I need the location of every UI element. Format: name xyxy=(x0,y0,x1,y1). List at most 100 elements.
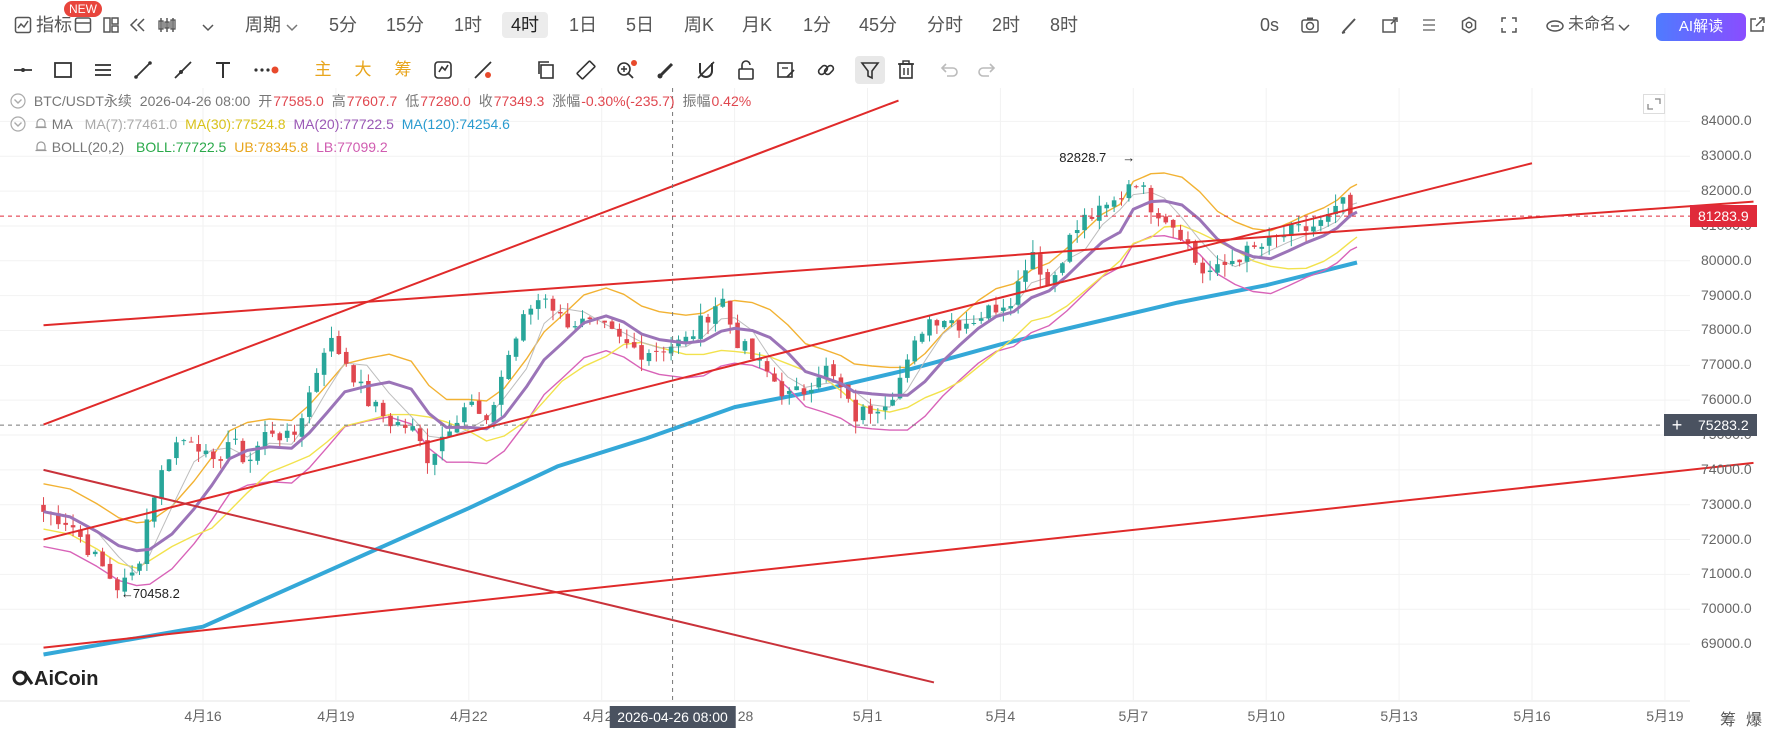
magnet-icon[interactable] xyxy=(695,59,717,81)
candle-body xyxy=(846,384,851,399)
bell-icon[interactable] xyxy=(34,138,48,152)
camera-icon[interactable] xyxy=(1300,16,1320,39)
indicator-icon[interactable] xyxy=(14,16,32,39)
candle-body xyxy=(565,313,571,328)
interval-week[interactable]: 周K xyxy=(684,15,715,35)
candle-body xyxy=(624,339,630,344)
layout-name-dropdown[interactable]: 未命名 xyxy=(1568,16,1617,33)
interval-1h[interactable]: 1时 xyxy=(454,15,483,35)
collapse-chevron-icon[interactable] xyxy=(10,93,26,109)
lock-icon[interactable] xyxy=(735,59,757,81)
interval-timeline[interactable]: 分时 xyxy=(927,15,963,35)
candle-body xyxy=(1178,229,1183,240)
price-tick-label: 78000.0 xyxy=(1701,321,1752,338)
zoom-icon[interactable] xyxy=(615,59,637,81)
candle-body xyxy=(476,400,482,414)
interval-5d[interactable]: 5日 xyxy=(626,15,655,35)
trend-lines[interactable] xyxy=(43,99,1754,684)
candle-body xyxy=(447,431,452,437)
high-value: 77607.7 xyxy=(346,93,398,109)
open-label: 开 xyxy=(258,93,273,109)
interval-5m[interactable]: 5分 xyxy=(329,15,358,35)
fullscreen-icon[interactable] xyxy=(1500,16,1518,39)
candle-body xyxy=(558,311,563,314)
logo-text: AiCoin xyxy=(34,668,99,690)
price-chart[interactable] xyxy=(0,88,1771,737)
pen-icon[interactable] xyxy=(1340,16,1360,39)
candle-body xyxy=(78,529,83,537)
interval-1d[interactable]: 1日 xyxy=(569,15,598,35)
main-indicator-toggle[interactable]: 主 xyxy=(314,60,332,79)
high-label: 高 xyxy=(331,93,346,109)
candle-body xyxy=(934,320,940,326)
chip-distribution-button[interactable]: 筹 xyxy=(1720,712,1737,729)
candle-body xyxy=(572,326,578,328)
interval-8h[interactable]: 8时 xyxy=(1050,15,1079,35)
measure-icon[interactable] xyxy=(472,59,494,81)
list-icon[interactable] xyxy=(1420,16,1438,39)
interval-15m[interactable]: 15分 xyxy=(386,15,425,35)
edit-box-icon[interactable] xyxy=(775,59,797,81)
ray-line-icon[interactable] xyxy=(172,59,194,81)
candle-body xyxy=(247,459,253,462)
interval-4h[interactable]: 4时 xyxy=(502,12,549,38)
ma7-value: MA(7):77461.0 xyxy=(84,116,178,132)
price-tick-label: 83000.0 xyxy=(1701,147,1752,164)
candle-body xyxy=(941,320,947,328)
ai-analysis-button[interactable]: AI解读 xyxy=(1656,13,1746,41)
text-tool-icon[interactable] xyxy=(212,59,234,81)
bell-icon[interactable] xyxy=(34,115,48,129)
horizontal-line-icon[interactable] xyxy=(12,59,34,81)
period-dropdown[interactable]: 周期 xyxy=(245,15,281,35)
copy-icon[interactable] xyxy=(535,59,557,81)
rectangle-icon[interactable] xyxy=(52,59,74,81)
date-tick-label: 5月4 xyxy=(985,708,1016,724)
date-tick-label: 4月16 xyxy=(184,708,222,724)
liquidation-button[interactable]: 爆 xyxy=(1746,712,1763,729)
filter-icon[interactable] xyxy=(855,56,885,84)
candle-body xyxy=(1325,213,1331,222)
big-order-toggle[interactable]: 大 xyxy=(354,60,372,79)
candle-body xyxy=(395,422,401,426)
interval-month[interactable]: 月K xyxy=(742,15,773,35)
interval-1m[interactable]: 1分 xyxy=(803,15,832,35)
interval-45m[interactable]: 45分 xyxy=(859,15,898,35)
layout-icon[interactable] xyxy=(102,16,120,39)
redo-icon[interactable] xyxy=(977,59,999,81)
rewind-icon[interactable] xyxy=(128,16,148,39)
refresh-icon[interactable] xyxy=(432,59,454,81)
chip-toggle[interactable]: 筹 xyxy=(394,60,412,79)
indicator-button[interactable]: 指标 xyxy=(36,15,72,35)
crosshair-add-button[interactable]: + xyxy=(1664,414,1690,437)
interval-2h[interactable]: 2时 xyxy=(992,15,1021,35)
template-icon[interactable] xyxy=(74,16,92,39)
candle-body xyxy=(151,497,157,522)
symbol-name: BTC/USDT永续 xyxy=(33,93,132,109)
trend-line-icon[interactable] xyxy=(132,59,154,81)
more-tools-icon[interactable] xyxy=(252,59,279,81)
candle-body xyxy=(617,328,622,337)
candle-body xyxy=(321,352,327,375)
export-icon[interactable] xyxy=(1748,16,1766,39)
collapse-chevron-icon[interactable] xyxy=(10,116,26,132)
link-icon[interactable] xyxy=(815,59,837,81)
chevron-down-icon xyxy=(1618,20,1630,38)
candle-body xyxy=(1170,219,1176,228)
share-icon[interactable] xyxy=(1381,16,1399,39)
candle-body xyxy=(225,442,231,459)
candle-body xyxy=(1215,264,1220,273)
boll-label: BOLL(20,2) xyxy=(51,139,125,155)
candle-body xyxy=(535,300,541,309)
chart-type-icon[interactable] xyxy=(157,16,177,39)
delete-icon[interactable] xyxy=(895,59,917,81)
collapse-panel-icon[interactable] xyxy=(1643,94,1665,114)
ruler-icon[interactable] xyxy=(575,59,597,81)
boll-lower-band xyxy=(43,235,1358,587)
chevron-down-icon[interactable] xyxy=(202,20,214,38)
brush-icon[interactable] xyxy=(655,59,677,81)
parallel-lines-icon[interactable] xyxy=(92,59,114,81)
settings-icon[interactable] xyxy=(1460,16,1478,39)
candle-body xyxy=(550,298,556,311)
undo-icon[interactable] xyxy=(937,59,959,81)
low-marker-arrow: ← xyxy=(120,586,134,602)
